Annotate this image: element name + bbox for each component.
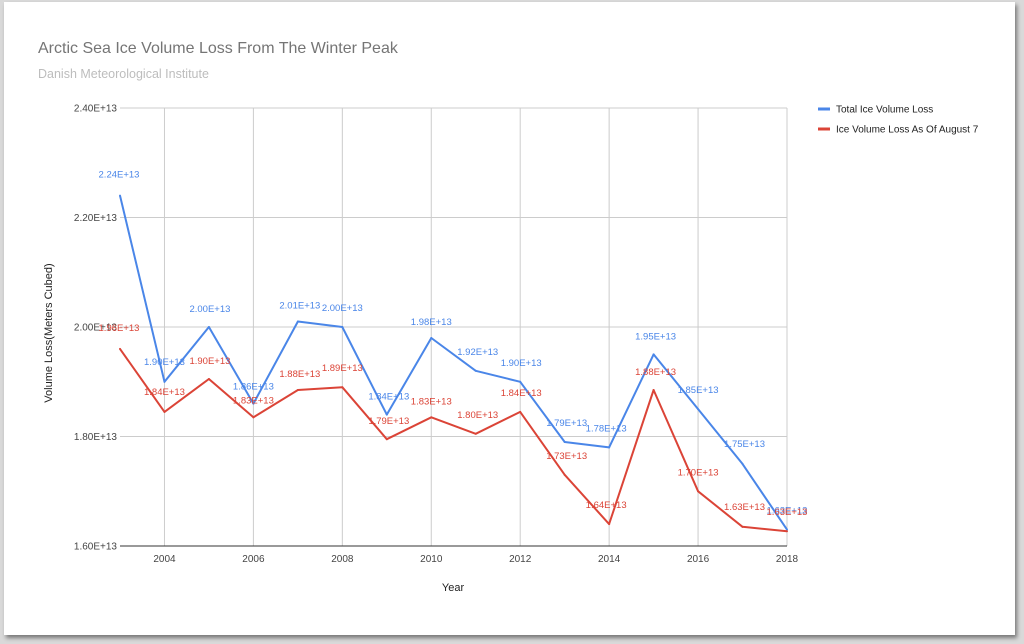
grid-lines: [120, 107, 788, 546]
data-label: 1.83E+13: [233, 395, 274, 406]
data-point: [519, 410, 522, 413]
legend-label: Ice Volume Loss As Of August 7: [836, 125, 979, 136]
data-label: 2.00E+13: [322, 303, 363, 314]
data-point: [119, 194, 121, 197]
axes: 1.60E+13 1.80E+13 2.00E+13 2.20E+13 2.40E+13…: [74, 104, 799, 566]
data-label: 1.90E+13: [501, 358, 542, 369]
data-point: [163, 410, 166, 413]
data-label: 1.80E+13: [457, 410, 498, 421]
data-label: 1.84E+13: [368, 392, 409, 403]
x-tick-label: 2018: [776, 554, 799, 565]
y-tick-label: 1.60E+13: [74, 542, 118, 553]
data-point: [741, 525, 744, 528]
data-label: 1.75E+13: [724, 439, 765, 450]
data-point: [163, 380, 166, 383]
data-label: 1.63E+13: [724, 502, 765, 513]
data-label: 1.88E+13: [279, 369, 320, 380]
data-point: [652, 388, 655, 391]
data-point: [119, 347, 121, 350]
data-point: [296, 388, 299, 391]
data-label: 2.01E+13: [279, 301, 320, 312]
data-point: [608, 446, 611, 449]
x-tick-label: 2010: [420, 554, 443, 565]
legend-label: Total Ice Volume Loss: [836, 105, 933, 116]
data-point: [341, 326, 344, 328]
data-label: 1.90E+13: [144, 357, 185, 368]
data-label: 1.83E+13: [411, 396, 452, 407]
y-tick-label: 2.20E+13: [74, 213, 118, 224]
data-label: 1.84E+13: [144, 387, 185, 398]
y-tick-label: 1.80E+13: [74, 432, 118, 443]
data-label: 1.64E+13: [586, 500, 627, 511]
y-tick-label: 2.40E+13: [74, 104, 118, 115]
data-label: 1.90E+13: [189, 356, 230, 367]
data-label: 1.79E+13: [546, 418, 587, 429]
data-label: 1.96E+13: [99, 323, 140, 334]
data-label: 1.89E+13: [322, 363, 363, 374]
x-tick-label: 2016: [687, 554, 710, 565]
x-tick-label: 2014: [598, 554, 621, 565]
data-point: [608, 523, 611, 526]
data-label: 1.84E+13: [501, 388, 542, 399]
data-label: 1.92E+13: [457, 347, 498, 358]
data-point: [430, 416, 433, 419]
data-label: 2.00E+13: [189, 304, 230, 315]
data-label: 1.98E+13: [411, 317, 452, 328]
data-point: [563, 440, 566, 443]
data-label: 1.78E+13: [586, 423, 627, 434]
chart-subtitle: Danish Meteorological Institute: [38, 67, 209, 81]
data-point: [430, 336, 433, 339]
legend: Total Ice Volume Loss Ice Volume Loss As …: [818, 105, 979, 136]
data-label: 1.88E+13: [635, 367, 676, 378]
data-point: [741, 462, 744, 465]
data-labels: 2.24E+13 1.90E+13 2.00E+13 1.86E+13 2.01E+13…: [99, 170, 808, 519]
data-label: 2.24E+13: [99, 170, 140, 181]
data-label: 1.73E+13: [546, 451, 587, 462]
data-point: [385, 438, 388, 441]
data-label: 1.86E+13: [233, 382, 274, 393]
data-point: [563, 473, 566, 476]
data-point: [697, 490, 700, 493]
data-point: [652, 353, 655, 356]
y-tick-label: 2.00E+13: [74, 323, 118, 334]
data-label: 1.85E+13: [678, 385, 719, 396]
chart-title: Arctic Sea Ice Volume Loss From The Wint…: [38, 40, 398, 57]
data-point: [296, 320, 299, 323]
x-tick-label: 2004: [153, 554, 176, 565]
data-point: [252, 402, 255, 405]
data-label: 1.63E+13: [767, 507, 808, 518]
data-point: [474, 369, 477, 372]
data-point: [786, 528, 788, 531]
data-label: 1.95E+13: [635, 331, 676, 342]
data-label: 1.63E+13: [767, 506, 808, 517]
data-point: [207, 378, 210, 381]
data-label: 1.79E+13: [368, 416, 409, 427]
data-point: [474, 432, 477, 435]
data-label: 1.70E+13: [678, 467, 719, 478]
x-tick-label: 2008: [331, 554, 354, 565]
series-line-1: [119, 195, 788, 531]
data-point: [385, 413, 388, 416]
series-lines: [119, 194, 788, 533]
data-point: [252, 416, 255, 419]
y-axis-label: Volume Loss(Meters Cubed): [43, 263, 55, 402]
data-point: [786, 530, 788, 533]
data-point: [519, 380, 522, 383]
data-point: [341, 386, 344, 389]
x-tick-label: 2006: [242, 554, 265, 565]
data-point: [207, 326, 210, 328]
data-point: [697, 408, 700, 411]
series-line-2: [119, 348, 788, 533]
x-tick-label: 2012: [509, 554, 532, 565]
x-axis-label: Year: [442, 582, 465, 594]
